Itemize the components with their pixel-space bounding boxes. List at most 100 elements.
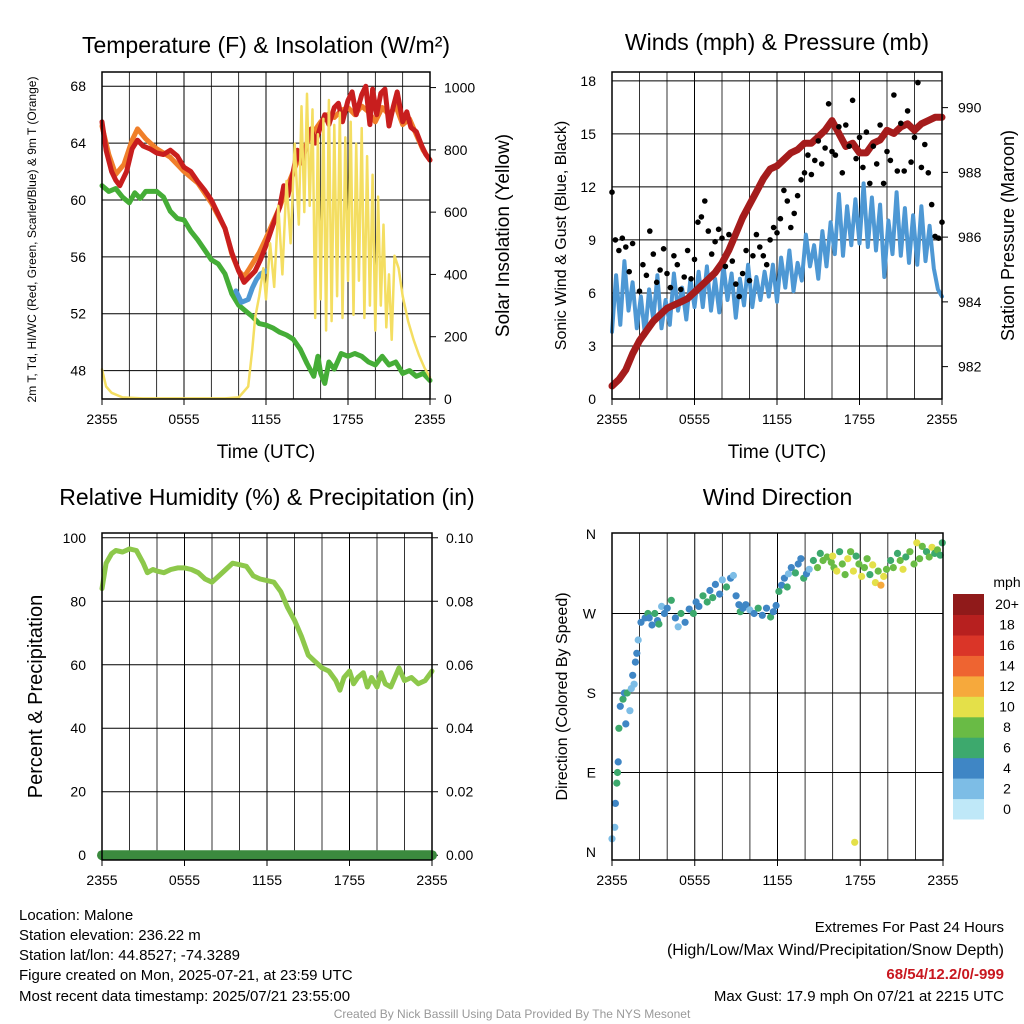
gust-point [791, 210, 797, 217]
y-tick-label: 64 [70, 135, 86, 151]
gust-point [898, 120, 904, 127]
gust-point [678, 286, 684, 293]
gust-point [746, 277, 753, 284]
direction-point [611, 799, 620, 808]
x-tick-label: 1755 [332, 411, 363, 427]
direction-point [887, 556, 895, 565]
x-tick-label: 2355 [596, 872, 627, 888]
colorbar-label: 6 [1003, 739, 1011, 755]
gust-point [643, 272, 650, 279]
direction-point [910, 560, 918, 568]
created-text: Figure created on Mon, 2025-07-21, at 23… [19, 967, 353, 984]
direction-point [899, 565, 907, 573]
y2-tick-label: 0.04 [446, 720, 473, 736]
gust-point [832, 152, 839, 158]
gust-point [925, 170, 932, 176]
gust-point [918, 164, 925, 171]
gust-point [647, 228, 653, 234]
direction-point [722, 583, 731, 591]
direction-point [809, 556, 818, 565]
y-tick-label: 100 [63, 530, 87, 546]
x-tick-label: 0555 [168, 411, 199, 427]
direction-point [851, 838, 859, 846]
direction-point [896, 556, 904, 565]
y2-tick-label: 1000 [444, 80, 475, 96]
gust-point [846, 143, 852, 149]
direction-point [660, 609, 669, 618]
gust-point [612, 237, 619, 243]
direction-point [791, 569, 800, 577]
direction-point [866, 571, 874, 579]
direction-point [699, 592, 707, 600]
gust-point [863, 129, 870, 135]
direction-point [674, 623, 682, 631]
colorbar-label: 14 [999, 658, 1015, 674]
colorbar-swatch [953, 798, 984, 820]
x-tick-label: 1755 [844, 411, 875, 427]
series-line-1 [99, 83, 433, 285]
direction-point [769, 608, 778, 616]
y-tick-label: 80 [70, 593, 86, 609]
direction-point [729, 571, 738, 580]
gust-point [860, 164, 866, 171]
gust-point [908, 159, 914, 165]
gust-point [660, 246, 667, 252]
direction-point [658, 602, 666, 611]
y2-tick-label: 990 [958, 100, 982, 116]
direction-point [671, 614, 680, 622]
y-tick-label: 3 [588, 338, 596, 354]
x-tick-label: 2355 [86, 872, 117, 888]
panel-0: 48 52 56 60 64 68 0 200 400 600 800 1000 2355 0555 115… [25, 32, 514, 463]
gust-point [894, 168, 901, 174]
direction-point [852, 552, 860, 560]
gust-point [636, 288, 643, 295]
direction-point [630, 680, 638, 688]
extremes-values: 68/54/12.2/0/-999 [886, 966, 1004, 983]
chart-title: Temperature (F) & Insolation (W/m²) [82, 32, 450, 58]
direction-point [797, 555, 805, 563]
direction-point [651, 609, 659, 618]
y-tick-label: 0 [78, 847, 86, 863]
gust-point [705, 228, 712, 234]
y-axis-label: 2m T, Td, HI/WC (Red, Green, Scarlet/Blu… [25, 77, 39, 403]
elevation-text: Station elevation: 236.22 m [19, 927, 201, 944]
x-tick-label: 1755 [334, 872, 365, 888]
gust-point [691, 256, 698, 263]
gust-point [915, 79, 921, 86]
direction-point [703, 598, 711, 606]
direction-point [711, 580, 720, 589]
gust-point [829, 148, 835, 155]
gust-point [901, 168, 907, 174]
gust-point [849, 97, 856, 104]
direction-point [844, 555, 852, 563]
gust-point [877, 122, 883, 128]
gust-point [798, 177, 804, 183]
y-tick-label: 20 [70, 784, 86, 800]
gust-point [739, 270, 746, 277]
direction-point [775, 587, 783, 596]
colorbar-swatch [953, 594, 984, 615]
y2-tick-label: 800 [444, 142, 468, 158]
gust-point [812, 157, 818, 164]
gust-point [836, 124, 842, 130]
gust-point [891, 92, 897, 98]
gust-point [702, 198, 708, 204]
colorbar-swatch [953, 655, 984, 677]
colorbar-title: mph [993, 574, 1020, 590]
direction-point [893, 549, 902, 558]
direction-point [925, 553, 933, 561]
extremes-subtitle: (High/Low/Max Wind/Precipitation/Snow De… [666, 942, 1004, 959]
y2-axis-label: Solar Insolation (Yellow) [493, 134, 514, 337]
direction-point [742, 601, 750, 609]
x-tick-label: 2355 [927, 872, 958, 888]
gust-point [753, 231, 760, 238]
direction-point [783, 583, 791, 591]
gust-point [815, 138, 822, 144]
direction-point [677, 609, 685, 618]
direction-point [767, 613, 775, 621]
y2-tick-label: 0.06 [446, 657, 473, 673]
direction-point [849, 567, 858, 575]
direction-point [645, 614, 653, 622]
y-tick-label: N [586, 844, 596, 860]
